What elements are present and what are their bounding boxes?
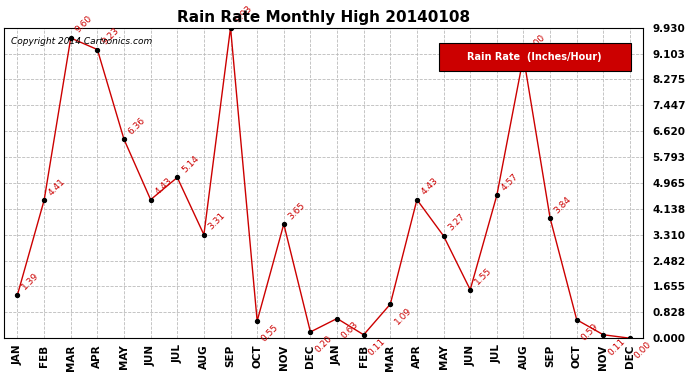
Text: 1.09: 1.09	[393, 306, 413, 326]
Text: 1.39: 1.39	[20, 271, 41, 292]
Title: Rain Rate Monthly High 20140108: Rain Rate Monthly High 20140108	[177, 10, 471, 25]
Point	[39, 197, 50, 203]
Text: 3.84: 3.84	[553, 195, 573, 215]
Text: Rain Rate  (Inches/Hour): Rain Rate (Inches/Hour)	[467, 52, 602, 62]
Point	[571, 317, 582, 323]
Point	[252, 318, 263, 324]
Text: 6.36: 6.36	[127, 116, 147, 136]
Point	[518, 54, 529, 60]
Text: 0.59: 0.59	[580, 321, 600, 342]
Text: 4.43: 4.43	[420, 176, 440, 197]
Text: 4.57: 4.57	[500, 172, 520, 192]
Point	[331, 315, 342, 321]
Point	[544, 215, 555, 221]
Text: 0.63: 0.63	[339, 320, 360, 340]
Point	[491, 192, 502, 198]
Point	[119, 136, 130, 142]
Text: 0.11: 0.11	[606, 336, 627, 357]
Text: 9.93: 9.93	[233, 4, 254, 24]
Point	[145, 196, 156, 202]
Text: 5.14: 5.14	[180, 154, 200, 174]
Text: 4.43: 4.43	[153, 176, 174, 197]
Text: 9.23: 9.23	[100, 26, 121, 46]
Text: Copyright 2014 Cartronics.com: Copyright 2014 Cartronics.com	[10, 37, 152, 46]
Text: 0.11: 0.11	[366, 336, 387, 357]
FancyBboxPatch shape	[439, 43, 631, 71]
Text: 1.55: 1.55	[473, 266, 493, 286]
Text: 3.31: 3.31	[206, 211, 227, 232]
Text: 9.60: 9.60	[73, 14, 94, 35]
Point	[172, 174, 183, 180]
Point	[598, 332, 609, 338]
Point	[225, 25, 236, 31]
Point	[199, 232, 210, 238]
Point	[305, 329, 316, 335]
Text: 9.00: 9.00	[526, 33, 546, 54]
Point	[385, 301, 396, 307]
Point	[411, 196, 422, 202]
Point	[464, 287, 475, 293]
Point	[12, 292, 23, 298]
Text: 4.41: 4.41	[47, 177, 67, 197]
Point	[438, 233, 449, 239]
Text: 3.65: 3.65	[286, 200, 307, 221]
Point	[278, 221, 289, 227]
Text: 3.27: 3.27	[446, 212, 466, 233]
Point	[358, 332, 369, 338]
Point	[66, 35, 77, 41]
Text: 0.00: 0.00	[633, 340, 653, 360]
Text: 0.55: 0.55	[260, 322, 280, 343]
Point	[624, 335, 635, 341]
Point	[92, 46, 103, 53]
Text: 0.20: 0.20	[313, 333, 333, 354]
